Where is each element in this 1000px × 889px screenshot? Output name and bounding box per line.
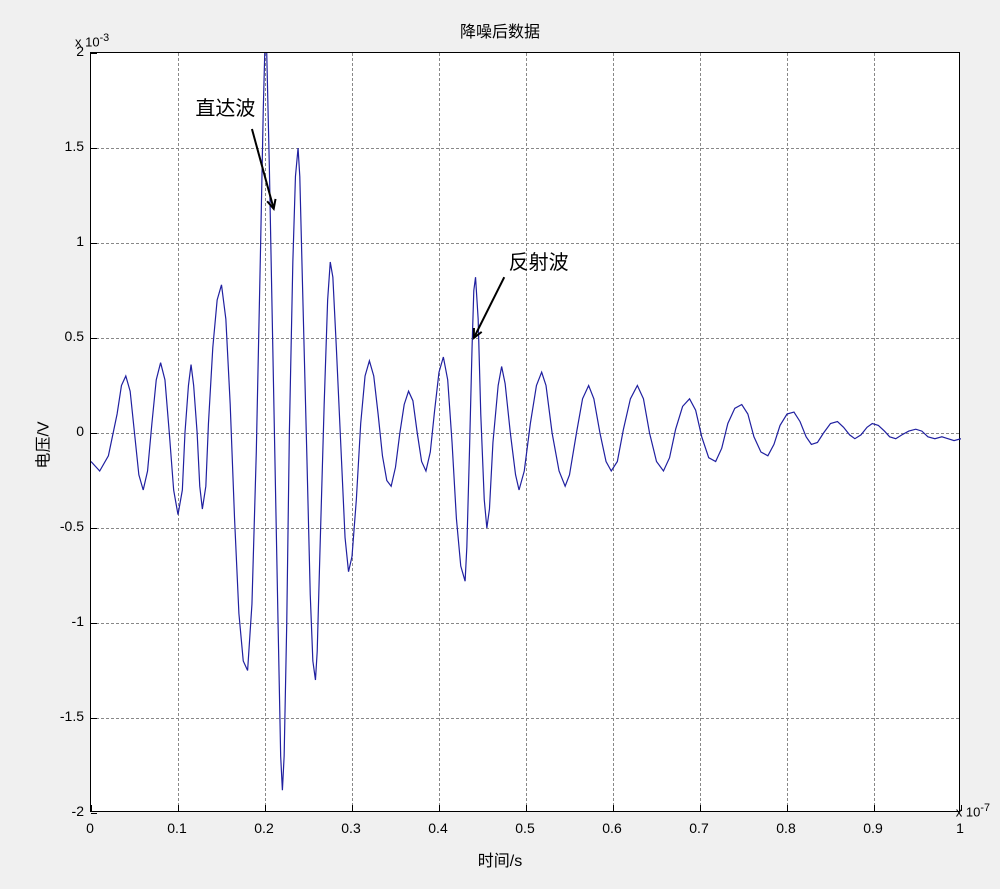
x-tick-label: 1	[956, 820, 964, 836]
annotation-label: 反射波	[509, 246, 569, 275]
figure: 降噪后数据 x 10-3 电压/V 直达波反射波 -2-1.5-1-0.500.…	[0, 0, 1000, 889]
annotation-label: 直达波	[195, 92, 255, 121]
x-tick-mark	[700, 805, 701, 811]
x-axis-label: 时间/s	[0, 847, 1000, 871]
y-tick-mark	[91, 243, 97, 244]
x-tick-mark	[526, 805, 527, 811]
x-tick-mark	[178, 805, 179, 811]
x-tick-mark	[265, 805, 266, 811]
annotation-arrow	[252, 129, 276, 209]
y-tick-label: -2	[44, 803, 84, 819]
x-tick-mark	[91, 805, 92, 811]
y-tick-mark	[91, 53, 97, 54]
annotation-arrows	[252, 129, 504, 338]
y-tick-label: 2	[44, 43, 84, 59]
x-tick-label: 0.9	[863, 820, 882, 836]
y-tick-mark	[91, 528, 97, 529]
signal-line	[91, 53, 961, 790]
x-tick-mark	[787, 805, 788, 811]
x-tick-mark	[874, 805, 875, 811]
y-tick-mark	[91, 433, 97, 434]
x-tick-mark	[439, 805, 440, 811]
x-exponent: x 10-7	[956, 802, 990, 819]
x-tick-label: 0	[86, 820, 94, 836]
x-tick-label: 0.1	[167, 820, 186, 836]
y-tick-label: -1	[44, 613, 84, 629]
y-tick-mark	[91, 148, 97, 149]
x-tick-label: 0.6	[602, 820, 621, 836]
y-tick-mark	[91, 623, 97, 624]
x-tick-label: 0.4	[428, 820, 447, 836]
x-tick-mark	[352, 805, 353, 811]
x-tick-label: 0.2	[254, 820, 273, 836]
y-tick-label: -0.5	[44, 518, 84, 534]
x-tick-label: 0.3	[341, 820, 360, 836]
y-tick-label: 1.5	[44, 138, 84, 154]
y-tick-label: 1	[44, 233, 84, 249]
y-tick-mark	[91, 338, 97, 339]
x-tick-label: 0.5	[515, 820, 534, 836]
x-tick-mark	[613, 805, 614, 811]
y-tick-mark	[91, 718, 97, 719]
x-tick-label: 0.8	[776, 820, 795, 836]
y-tick-label: 0.5	[44, 328, 84, 344]
y-tick-label: -1.5	[44, 708, 84, 724]
annotation-arrow	[474, 277, 504, 338]
plot-area: 直达波反射波	[90, 52, 960, 812]
x-tick-label: 0.7	[689, 820, 708, 836]
signal-svg	[91, 53, 961, 813]
y-tick-mark	[91, 813, 97, 814]
chart-title: 降噪后数据	[0, 18, 1000, 42]
y-tick-label: 0	[44, 423, 84, 439]
